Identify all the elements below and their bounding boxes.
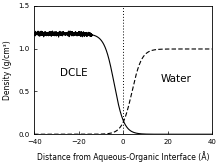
Text: DCLE: DCLE	[60, 68, 88, 78]
Text: Water: Water	[161, 74, 192, 84]
Y-axis label: Density (g/cm³): Density (g/cm³)	[4, 40, 13, 100]
X-axis label: Distance from Aqueous-Organic Interface (Å): Distance from Aqueous-Organic Interface …	[37, 151, 209, 162]
